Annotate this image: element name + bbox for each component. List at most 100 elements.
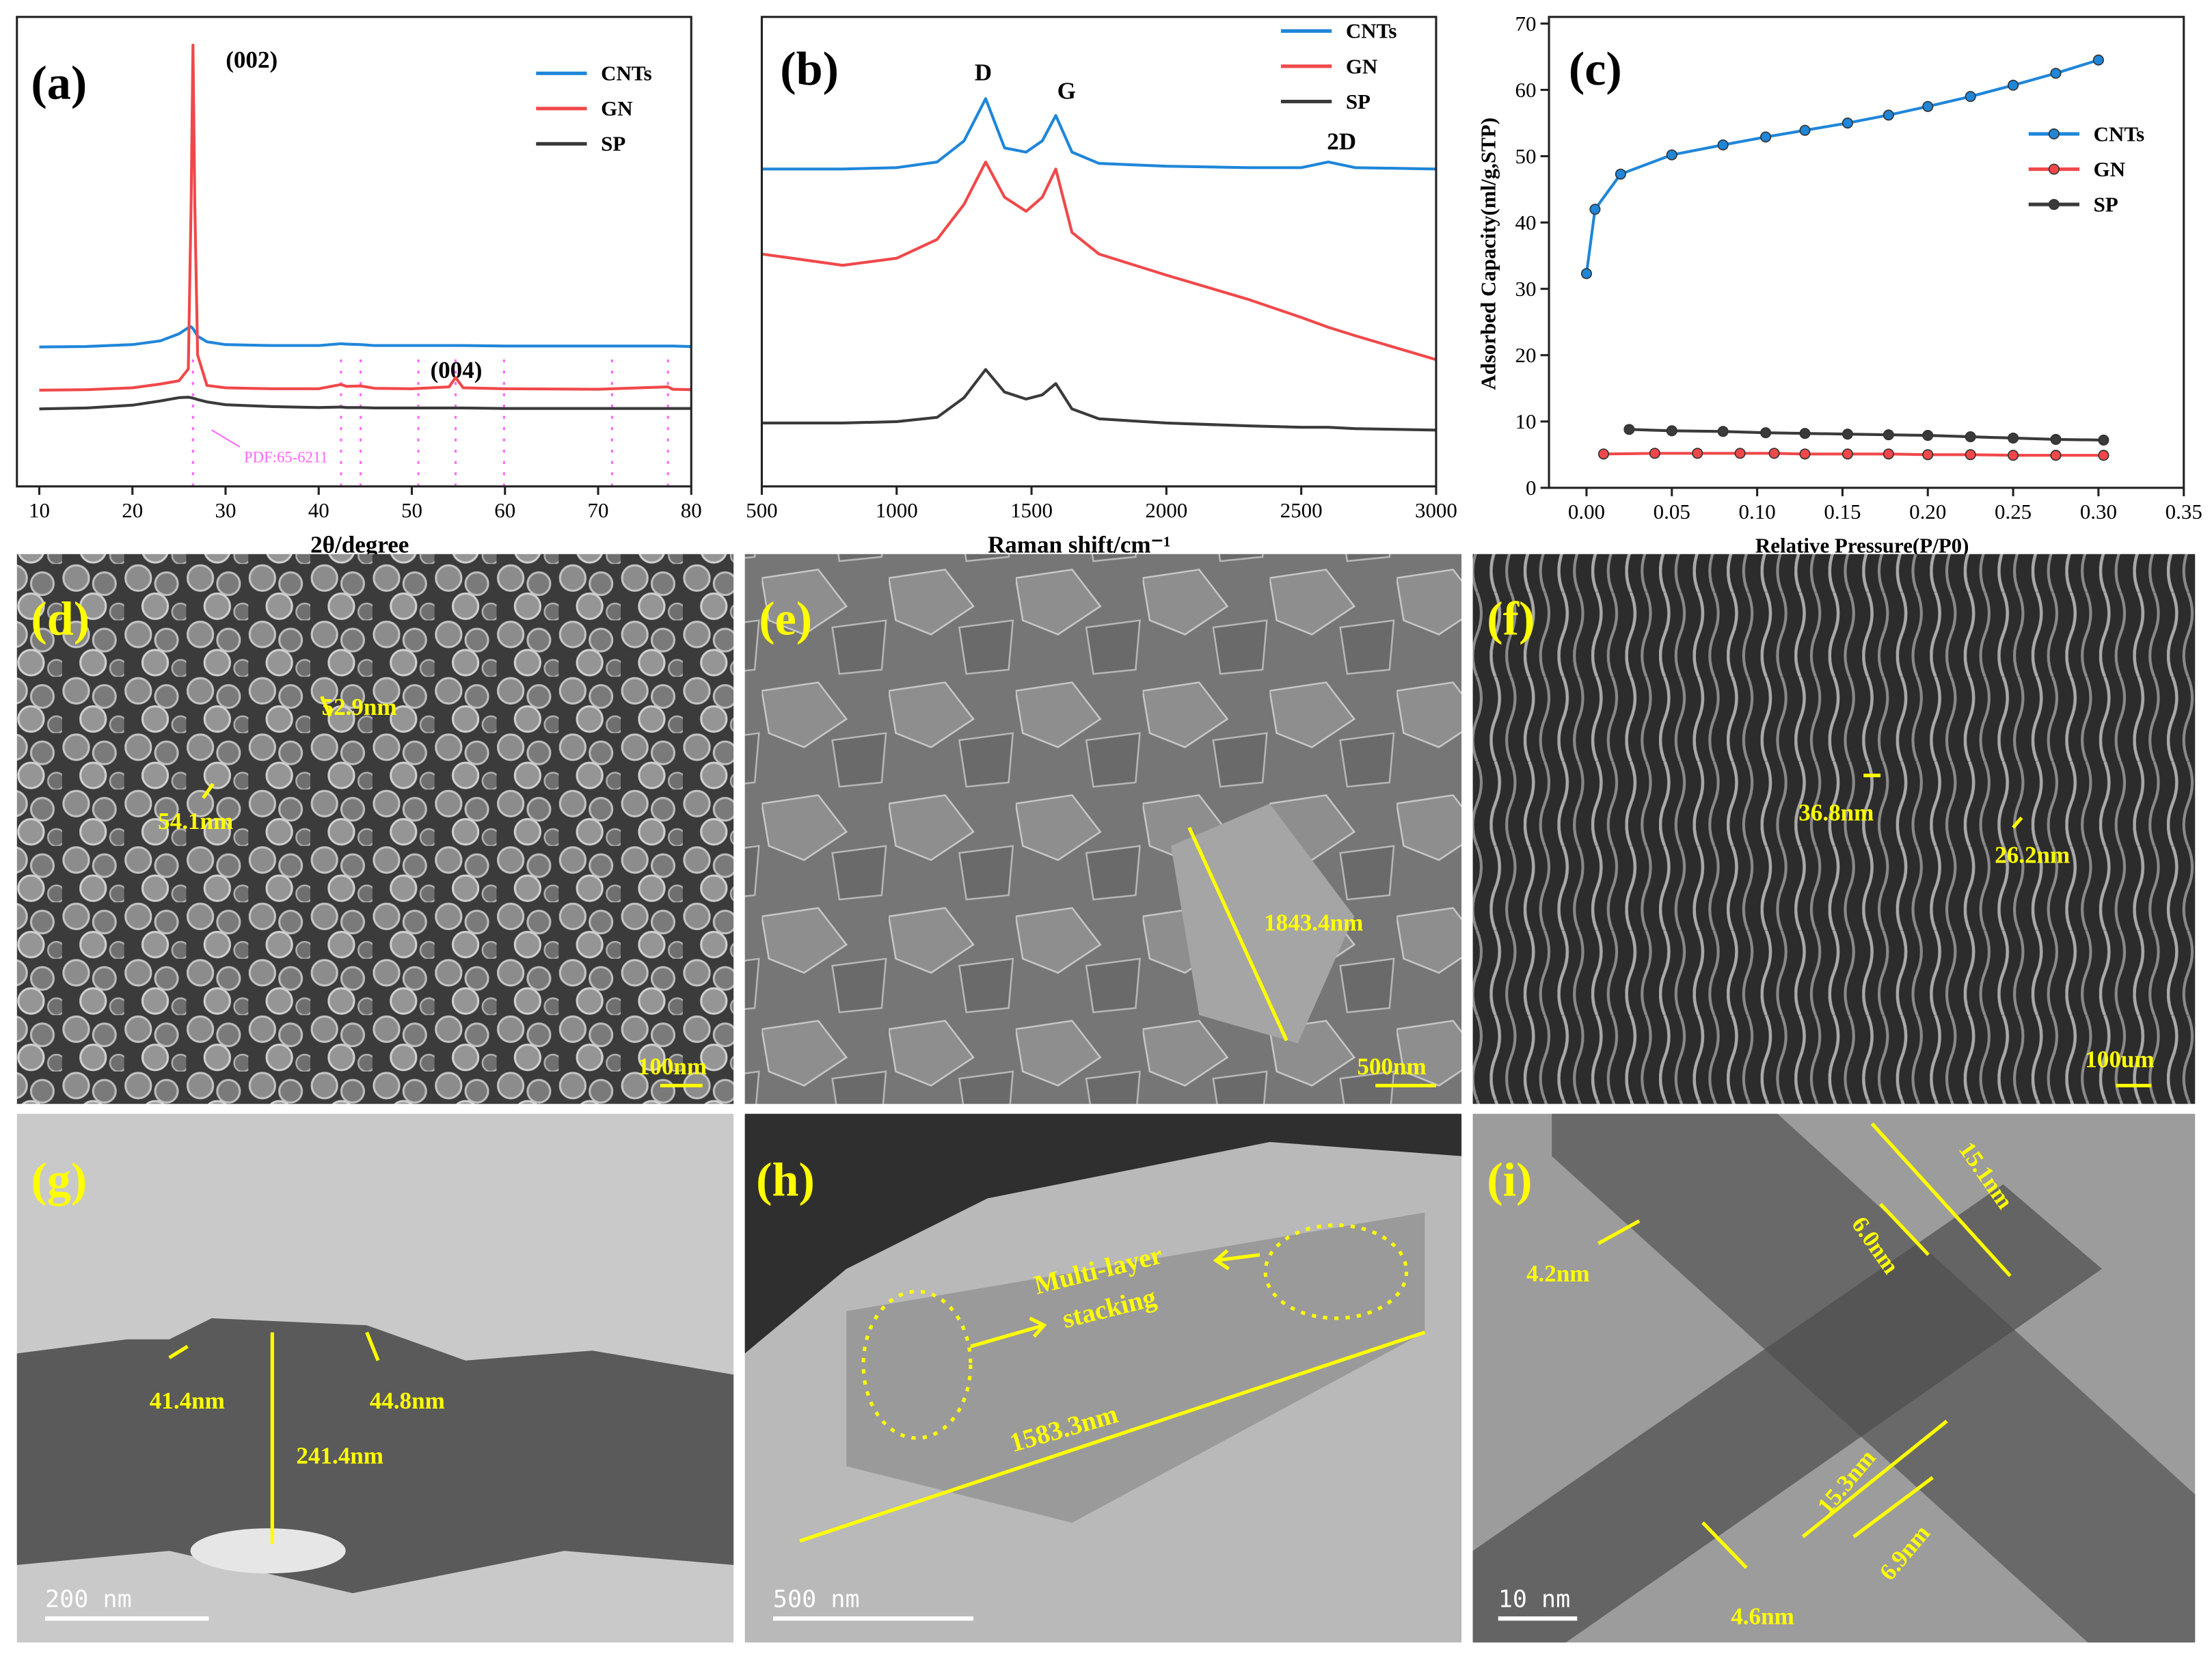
x-tick-label: 50 bbox=[401, 498, 422, 522]
x-axis-label: Raman shift/cm⁻¹ bbox=[988, 532, 1171, 558]
panel-label: (d) bbox=[31, 592, 90, 645]
series-line bbox=[761, 160, 1437, 362]
marker bbox=[1589, 204, 1601, 215]
marker bbox=[1760, 131, 1772, 143]
marker bbox=[1649, 448, 1660, 459]
y-tick-label: 60 bbox=[1515, 78, 1537, 102]
scale-bar-label: 500 nm bbox=[773, 1586, 860, 1614]
particle bbox=[16, 1318, 734, 1594]
measure-line bbox=[1801, 1419, 1948, 1538]
marker bbox=[1666, 425, 1677, 437]
x-tick-label: 1500 bbox=[1010, 498, 1053, 522]
marker bbox=[1717, 426, 1729, 437]
measure-line bbox=[1597, 1219, 1641, 1245]
annotation: D bbox=[975, 59, 992, 86]
marker bbox=[1965, 431, 1976, 443]
legend-label: SP bbox=[2094, 192, 2118, 216]
series-line bbox=[39, 325, 692, 349]
measurement: 54.1nm bbox=[158, 808, 233, 834]
y-tick-label: 30 bbox=[1515, 277, 1537, 301]
x-tick-label: 0.15 bbox=[1824, 500, 1861, 524]
panel-label: (h) bbox=[756, 1153, 815, 1206]
marker bbox=[1842, 429, 1853, 440]
measurement: 4.2nm bbox=[1526, 1260, 1590, 1287]
marker bbox=[1922, 100, 1934, 112]
measurement: 1843.4nm bbox=[1264, 910, 1363, 936]
series-line bbox=[1584, 58, 2099, 274]
y-tick-label: 40 bbox=[1515, 210, 1537, 234]
measure-line bbox=[202, 783, 215, 800]
x-tick-label: 2000 bbox=[1145, 498, 1187, 522]
legend-label: GN bbox=[1346, 54, 1377, 78]
measure-line bbox=[2012, 816, 2023, 829]
panel-label: (b) bbox=[780, 42, 839, 96]
panel-label: (c) bbox=[1569, 42, 1622, 96]
y-axis-label: Adsorbed Capacity(ml/g,STP) bbox=[1476, 118, 1500, 390]
measure-line bbox=[1852, 1476, 1934, 1538]
marker bbox=[2050, 433, 2062, 445]
marker bbox=[1922, 430, 1934, 441]
measurement: 44.8nm bbox=[370, 1387, 445, 1414]
sem-image bbox=[744, 554, 1462, 1104]
sheet bbox=[846, 1212, 1425, 1523]
marker bbox=[1760, 427, 1772, 439]
scale-bar-label: 500nm bbox=[1357, 1053, 1426, 1080]
plot-frame bbox=[1548, 16, 2185, 489]
marker bbox=[1965, 91, 1976, 103]
arrow bbox=[1213, 1249, 1260, 1270]
measurement: 41.4nm bbox=[150, 1387, 225, 1414]
marker bbox=[2008, 450, 2019, 461]
measure-line bbox=[1701, 1521, 1748, 1569]
x-tick-label: 80 bbox=[681, 498, 702, 522]
arrow bbox=[970, 1316, 1047, 1348]
measurement: 241.4nm bbox=[296, 1442, 383, 1469]
y-tick-label: 50 bbox=[1515, 144, 1537, 168]
marker bbox=[1623, 424, 1635, 435]
highlight bbox=[861, 1290, 973, 1440]
y-tick-label: 70 bbox=[1515, 12, 1537, 36]
measurement: 4.6nm bbox=[1731, 1603, 1794, 1629]
panel-label: (f) bbox=[1487, 592, 1535, 645]
x-tick-label: 10 bbox=[29, 498, 50, 522]
marker bbox=[2008, 432, 2019, 444]
marker bbox=[1922, 449, 1934, 461]
panel-label: (e) bbox=[759, 592, 812, 645]
annotation: PDF:65-6211 bbox=[244, 449, 328, 466]
marker bbox=[1734, 448, 1746, 459]
x-tick-label: 0.10 bbox=[1739, 500, 1776, 524]
marker bbox=[1842, 117, 1853, 129]
x-tick-label: 70 bbox=[588, 498, 609, 522]
x-tick-label: 0.30 bbox=[2080, 500, 2117, 524]
legend-label: CNTs bbox=[2094, 122, 2145, 146]
series-line bbox=[39, 396, 692, 411]
x-tick-label: 3000 bbox=[1415, 498, 1457, 522]
measure-line bbox=[168, 1344, 189, 1359]
sheet-edge bbox=[744, 1113, 1462, 1354]
legend-label: SP bbox=[1346, 90, 1371, 113]
marker bbox=[1717, 139, 1729, 151]
legend-marker bbox=[2048, 199, 2060, 210]
y-tick-label: 20 bbox=[1515, 343, 1537, 367]
annotation: (002) bbox=[226, 46, 278, 73]
plot-frame bbox=[16, 16, 692, 488]
marker bbox=[1597, 448, 1609, 460]
measure-line bbox=[1879, 1202, 1930, 1256]
x-tick-label: 40 bbox=[308, 498, 329, 522]
legend-label: GN bbox=[2094, 157, 2125, 181]
x-tick-label: 0.35 bbox=[2166, 500, 2202, 524]
legend-marker bbox=[2048, 128, 2060, 140]
measurement: 36.8nm bbox=[1798, 800, 1874, 826]
scale-bar-label: 100nm bbox=[638, 1053, 707, 1080]
marker bbox=[1580, 268, 1592, 280]
panel-label: (i) bbox=[1487, 1153, 1532, 1206]
marker bbox=[2098, 450, 2109, 461]
marker bbox=[1768, 448, 1780, 459]
marker bbox=[2050, 68, 2062, 79]
flake bbox=[1170, 803, 1355, 1044]
measurement: 52.9nm bbox=[322, 694, 397, 720]
annotation: G bbox=[1057, 77, 1076, 104]
marker bbox=[1799, 428, 1811, 439]
scale-bar-label: 200 nm bbox=[45, 1586, 132, 1614]
legend-label: CNTs bbox=[1346, 19, 1397, 43]
